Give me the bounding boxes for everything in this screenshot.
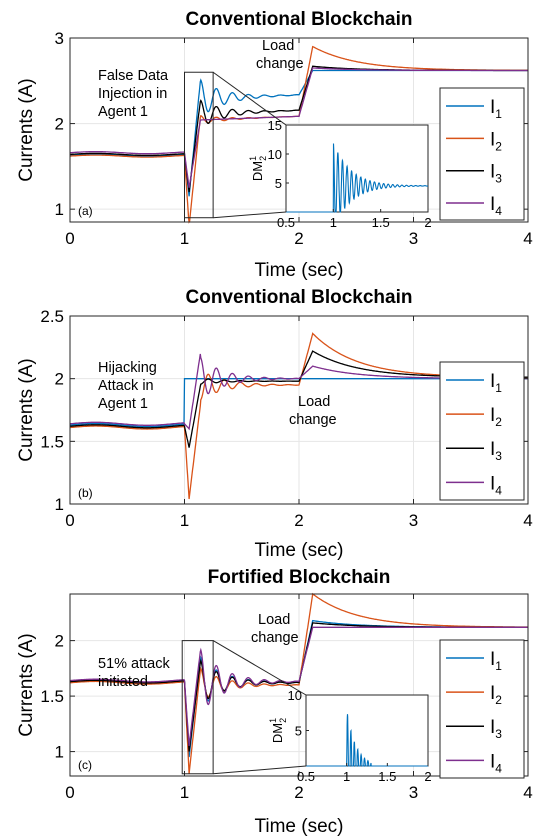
y-tick-label: 3: [55, 29, 64, 48]
y-tick-label: 2: [55, 370, 64, 389]
y-axis-label: Currents (A): [16, 358, 37, 461]
y-axis-label: Currents (A): [16, 633, 37, 736]
inset-x-tick-label: 1: [343, 769, 350, 784]
annotation-text: change: [256, 56, 304, 72]
annotation-text: Hijacking: [98, 360, 157, 376]
inset-chart: 0.5 1 1.5 2 5 10 15 DM21: [248, 118, 432, 230]
annotation-text: Attack in: [98, 378, 154, 394]
inset-series-line: [286, 143, 428, 213]
x-tick-label: 0: [65, 229, 74, 248]
annotation-text: initiated: [98, 674, 148, 690]
zoom-box: [181, 640, 214, 775]
x-axis-label: Time (sec): [254, 816, 343, 837]
inset-x-tick-label: 1.5: [372, 215, 390, 230]
inset-x-tick-label: 1: [330, 215, 337, 230]
y-tick-label: 2: [55, 632, 64, 651]
annotation-text: Load: [298, 394, 330, 410]
inset-x-tick-label: 2: [424, 769, 431, 784]
inset-y-tick-label: 5: [275, 176, 282, 191]
x-tick-label: 4: [523, 783, 532, 802]
x-tick-label: 1: [180, 229, 189, 248]
zoom-connector: [213, 765, 307, 775]
x-tick-label: 1: [180, 511, 189, 530]
inset-y-axis-label: DM21: [268, 718, 288, 743]
y-tick-label: 1: [55, 200, 64, 219]
inset-y-tick-label: 15: [268, 118, 282, 133]
inset-y-tick-label: 5: [295, 724, 302, 739]
inset-y-tick-label: 10: [288, 688, 302, 703]
x-tick-label: 0: [65, 511, 74, 530]
x-tick-label: 1: [180, 783, 189, 802]
annotation-text: False Data: [98, 68, 169, 84]
inset-x-tick-label: 2: [424, 215, 431, 230]
chart-title: Conventional Blockchain: [186, 287, 413, 308]
inset-y-axis-label: DM21: [248, 156, 268, 181]
chart-title: Fortified Blockchain: [208, 567, 391, 588]
inset-x-tick-label: 0.5: [277, 215, 295, 230]
x-tick-label: 2: [294, 783, 303, 802]
series-line-i4: [69, 626, 528, 747]
y-tick-label: 2: [55, 115, 64, 134]
inset-series-line: [306, 714, 428, 767]
inset-axes-box: [305, 694, 429, 767]
y-tick-label: 1: [55, 495, 64, 514]
zoom-connector: [212, 71, 287, 126]
legend-box: [439, 87, 525, 221]
series-line-i2: [69, 592, 528, 774]
inset-x-tick-label: 0.5: [297, 769, 315, 784]
annotation-text: change: [251, 630, 299, 646]
zoom-connector: [213, 211, 287, 219]
inset-x-tick-label: 1.5: [378, 769, 396, 784]
x-tick-label: 0: [65, 783, 74, 802]
x-tick-label: 3: [409, 229, 418, 248]
chart-title: Conventional Blockchain: [186, 9, 413, 30]
legend-box: [439, 361, 525, 501]
annotation-text: Agent 1: [98, 396, 148, 412]
x-tick-label: 3: [409, 511, 418, 530]
panel-label: (a): [78, 204, 93, 218]
x-axis-label: Time (sec): [254, 540, 343, 561]
y-axis-label: Currents (A): [16, 78, 37, 181]
y-tick-label: 1: [55, 743, 64, 762]
y-tick-label: 1.5: [40, 687, 64, 706]
legend-box: [439, 639, 525, 779]
inset-y-tick-label: 10: [268, 147, 282, 162]
zoom-connector: [212, 640, 307, 696]
series-line-i4: [69, 67, 528, 188]
y-tick-label: 1.5: [40, 432, 64, 451]
annotation-text: Load: [258, 612, 290, 628]
x-axis-label: Time (sec): [254, 260, 343, 281]
panel-label: (b): [78, 486, 93, 500]
annotation-text: Load: [262, 38, 294, 54]
x-tick-label: 2: [294, 511, 303, 530]
annotation-text: Agent 1: [98, 104, 148, 120]
annotation-text: 51% attack: [98, 656, 170, 672]
x-tick-label: 4: [523, 229, 532, 248]
x-tick-label: 3: [409, 783, 418, 802]
x-tick-label: 2: [294, 229, 303, 248]
panel-label: (c): [78, 758, 92, 772]
annotation-text: Injection in: [98, 86, 167, 102]
zoom-box: [184, 71, 214, 219]
annotation-text: change: [289, 412, 337, 428]
inset-axes-box: [285, 124, 429, 213]
y-tick-label: 2.5: [40, 307, 64, 326]
x-tick-label: 4: [523, 511, 532, 530]
